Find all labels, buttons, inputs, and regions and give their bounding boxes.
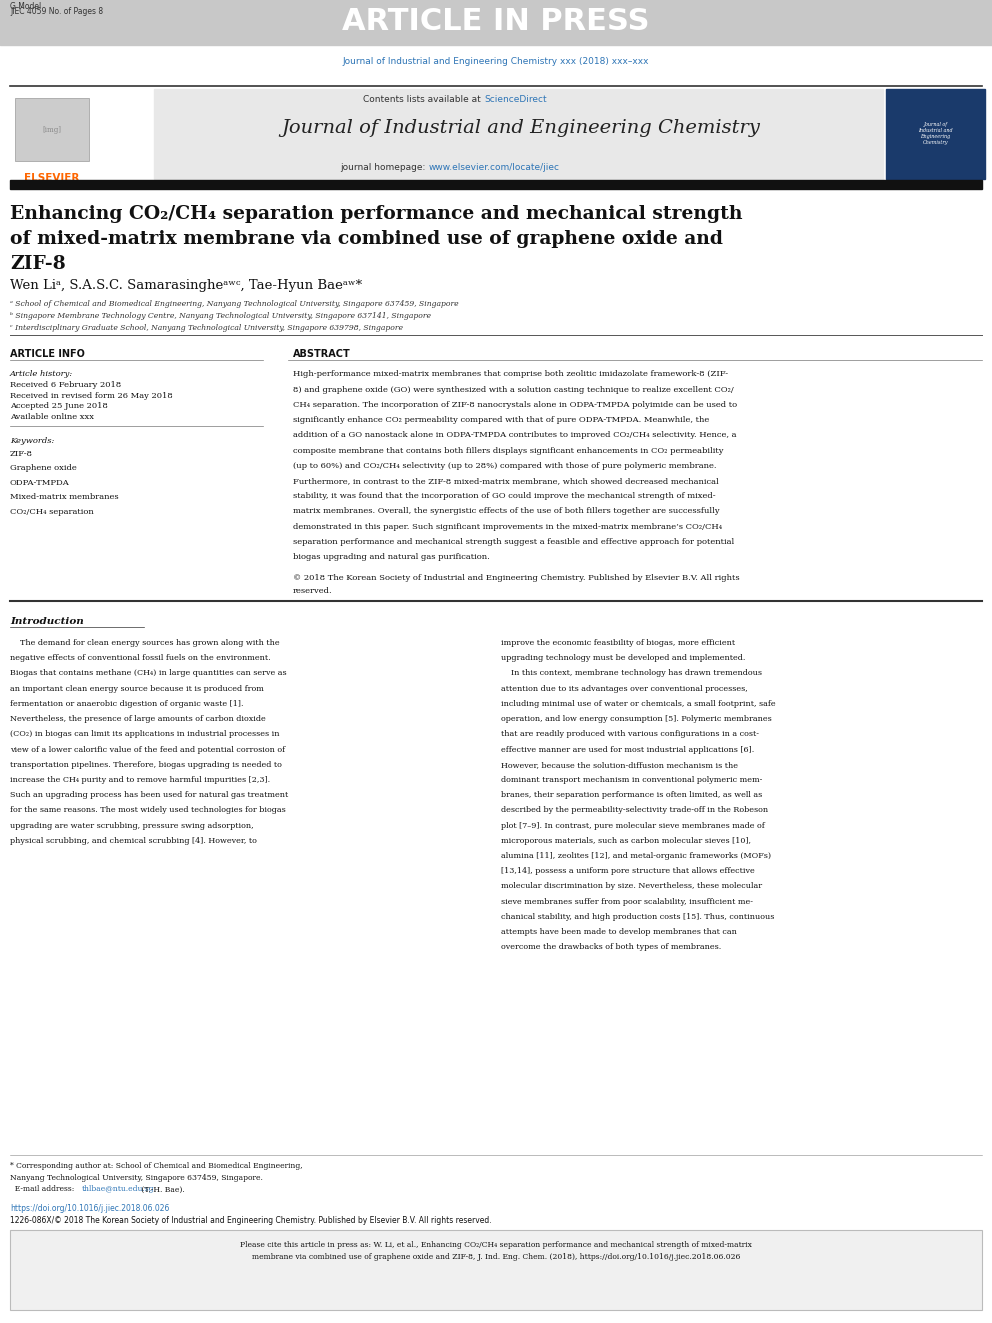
Text: operation, and low energy consumption [5]. Polymeric membranes: operation, and low energy consumption [5… (501, 714, 772, 724)
Text: described by the permeability-selectivity trade-off in the Robeson: described by the permeability-selectivit… (501, 806, 768, 815)
Text: In this context, membrane technology has drawn tremendous: In this context, membrane technology has… (501, 669, 762, 677)
Text: Received 6 February 2018: Received 6 February 2018 (10, 381, 121, 389)
Text: that are readily produced with various configurations in a cost-: that are readily produced with various c… (501, 730, 759, 738)
Text: addition of a GO nanostack alone in ODPA-TMPDA contributes to improved CO₂/CH₄ s: addition of a GO nanostack alone in ODPA… (293, 431, 736, 439)
Text: an important clean energy source because it is produced from: an important clean energy source because… (10, 684, 264, 693)
Text: Biogas that contains methane (CH₄) in large quantities can serve as: Biogas that contains methane (CH₄) in la… (10, 669, 287, 677)
Text: upgrading technology must be developed and implemented.: upgrading technology must be developed a… (501, 654, 745, 663)
Text: © 2018 The Korean Society of Industrial and Engineering Chemistry. Published by : © 2018 The Korean Society of Industrial … (293, 574, 739, 582)
Text: [img]: [img] (42, 126, 62, 134)
Text: overcome the drawbacks of both types of membranes.: overcome the drawbacks of both types of … (501, 943, 721, 951)
Text: Nanyang Technological University, Singapore 637459, Singapore.: Nanyang Technological University, Singap… (10, 1174, 263, 1181)
Text: improve the economic feasibility of biogas, more efficient: improve the economic feasibility of biog… (501, 639, 735, 647)
Text: for the same reasons. The most widely used technologies for biogas: for the same reasons. The most widely us… (10, 806, 286, 815)
Text: CH₄ separation. The incorporation of ZIF-8 nanocrystals alone in ODPA-TMPDA poly: CH₄ separation. The incorporation of ZIF… (293, 401, 737, 409)
Text: (T.-H. Bae).: (T.-H. Bae). (139, 1185, 185, 1193)
Text: composite membrane that contains both fillers displays significant enhancements : composite membrane that contains both fi… (293, 447, 723, 455)
Text: ᵃ School of Chemical and Biomedical Engineering, Nanyang Technological Universit: ᵃ School of Chemical and Biomedical Engi… (10, 300, 458, 308)
Text: G Model: G Model (10, 1, 42, 11)
Text: ARTICLE INFO: ARTICLE INFO (10, 349, 84, 360)
Text: ODPA-TMPDA: ODPA-TMPDA (10, 479, 69, 487)
Text: (up to 60%) and CO₂/CH₄ selectivity (up to 28%) compared with those of pure poly: (up to 60%) and CO₂/CH₄ selectivity (up … (293, 462, 716, 470)
Text: Article history:: Article history: (10, 370, 73, 378)
Text: Furthermore, in contrast to the ZIF-8 mixed-matrix membrane, which showed decrea: Furthermore, in contrast to the ZIF-8 mi… (293, 478, 718, 486)
Text: stability, it was found that the incorporation of GO could improve the mechanica: stability, it was found that the incorpo… (293, 492, 715, 500)
Text: Available online xxx: Available online xxx (10, 413, 94, 421)
Bar (15, 98, 89, 161)
Text: branes, their separation performance is often limited, as well as: branes, their separation performance is … (501, 791, 762, 799)
Text: However, because the solution-diffusion mechanism is the: However, because the solution-diffusion … (501, 761, 738, 769)
Text: transportation pipelines. Therefore, biogas upgrading is needed to: transportation pipelines. Therefore, bio… (10, 761, 282, 769)
Text: attempts have been made to develop membranes that can: attempts have been made to develop membr… (501, 929, 737, 937)
Bar (886, 89, 985, 179)
Text: ARTICLE IN PRESS: ARTICLE IN PRESS (342, 8, 650, 36)
Text: thlbae@ntu.edu.sg: thlbae@ntu.edu.sg (81, 1185, 154, 1193)
Bar (0, 0, 992, 45)
Text: (CO₂) in biogas can limit its applications in industrial processes in: (CO₂) in biogas can limit its applicatio… (10, 730, 280, 738)
Text: Journal of
Industrial and
Engineering
Chemistry: Journal of Industrial and Engineering Ch… (919, 123, 952, 144)
Text: www.elsevier.com/locate/jiec: www.elsevier.com/locate/jiec (429, 163, 559, 172)
Text: demonstrated in this paper. Such significant improvements in the mixed-matrix me: demonstrated in this paper. Such signifi… (293, 523, 722, 531)
Text: including minimal use of water or chemicals, a small footprint, safe: including minimal use of water or chemic… (501, 700, 776, 708)
Text: Contents lists available at: Contents lists available at (363, 95, 484, 105)
Text: biogas upgrading and natural gas purification.: biogas upgrading and natural gas purific… (293, 553, 489, 561)
Text: https://doi.org/10.1016/j.jiec.2018.06.026: https://doi.org/10.1016/j.jiec.2018.06.0… (10, 1204, 170, 1213)
Text: sieve membranes suffer from poor scalability, insufficient me-: sieve membranes suffer from poor scalabi… (501, 897, 753, 906)
Text: 1226-086X/© 2018 The Korean Society of Industrial and Engineering Chemistry. Pub: 1226-086X/© 2018 The Korean Society of I… (10, 1216, 492, 1225)
Text: of mixed-matrix membrane via combined use of graphene oxide and: of mixed-matrix membrane via combined us… (10, 230, 723, 249)
Text: membrane via combined use of graphene oxide and ZIF-8, J. Ind. Eng. Chem. (2018): membrane via combined use of graphene ox… (252, 1253, 740, 1261)
Text: [13,14], possess a uniform pore structure that allows effective: [13,14], possess a uniform pore structur… (501, 868, 755, 876)
Text: ZIF-8: ZIF-8 (10, 450, 33, 458)
Text: Journal of Industrial and Engineering Chemistry: Journal of Industrial and Engineering Ch… (282, 119, 760, 138)
Text: physical scrubbing, and chemical scrubbing [4]. However, to: physical scrubbing, and chemical scrubbi… (10, 836, 257, 845)
Text: attention due to its advantages over conventional processes,: attention due to its advantages over con… (501, 684, 748, 693)
Text: Please cite this article in press as: W. Li, et al., Enhancing CO₂/CH₄ separatio: Please cite this article in press as: W.… (240, 1241, 752, 1249)
Text: 8) and graphene oxide (GO) were synthesized with a solution casting technique to: 8) and graphene oxide (GO) were synthesi… (293, 386, 733, 394)
Text: reserved.: reserved. (293, 587, 332, 595)
Text: ZIF-8: ZIF-8 (10, 255, 65, 274)
Text: JIEC 4059 No. of Pages 8: JIEC 4059 No. of Pages 8 (10, 7, 103, 16)
FancyBboxPatch shape (10, 1230, 982, 1310)
Text: Keywords:: Keywords: (10, 437, 55, 445)
Text: dominant transport mechanism in conventional polymeric mem-: dominant transport mechanism in conventi… (501, 775, 762, 785)
Text: E-mail address:: E-mail address: (10, 1185, 76, 1193)
Bar (154, 89, 883, 179)
Text: * Corresponding author at: School of Chemical and Biomedical Engineering,: * Corresponding author at: School of Che… (10, 1162, 303, 1170)
Text: ᶜ Interdisciplinary Graduate School, Nanyang Technological University, Singapore: ᶜ Interdisciplinary Graduate School, Nan… (10, 324, 403, 332)
Text: ABSTRACT: ABSTRACT (293, 349, 350, 360)
Text: Wen Liᵃ, S.A.S.C. Samarasingheᵃʷᶜ, Tae-Hyun Baeᵃʷ*: Wen Liᵃ, S.A.S.C. Samarasingheᵃʷᶜ, Tae-H… (10, 279, 362, 292)
Text: chanical stability, and high production costs [15]. Thus, continuous: chanical stability, and high production … (501, 913, 775, 921)
Text: Such an upgrading process has been used for natural gas treatment: Such an upgrading process has been used … (10, 791, 288, 799)
Text: Accepted 25 June 2018: Accepted 25 June 2018 (10, 402, 108, 410)
Text: negative effects of conventional fossil fuels on the environment.: negative effects of conventional fossil … (10, 654, 271, 663)
Text: ELSEVIER: ELSEVIER (24, 173, 79, 184)
Text: upgrading are water scrubbing, pressure swing adsorption,: upgrading are water scrubbing, pressure … (10, 822, 254, 830)
Text: journal homepage:: journal homepage: (340, 163, 429, 172)
Text: CO₂/CH₄ separation: CO₂/CH₄ separation (10, 508, 93, 516)
Text: ScienceDirect: ScienceDirect (484, 95, 547, 105)
Text: High-performance mixed-matrix membranes that comprise both zeolitic imidazolate : High-performance mixed-matrix membranes … (293, 370, 728, 378)
Text: increase the CH₄ purity and to remove harmful impurities [2,3].: increase the CH₄ purity and to remove ha… (10, 775, 270, 785)
Text: microporous materials, such as carbon molecular sieves [10],: microporous materials, such as carbon mo… (501, 836, 751, 845)
Text: Nevertheless, the presence of large amounts of carbon dioxide: Nevertheless, the presence of large amou… (10, 714, 266, 724)
Text: ᵇ Singapore Membrane Technology Centre, Nanyang Technological University, Singap: ᵇ Singapore Membrane Technology Centre, … (10, 312, 431, 320)
Bar (10, 89, 151, 179)
Text: alumina [11], zeolites [12], and metal-organic frameworks (MOFs): alumina [11], zeolites [12], and metal-o… (501, 852, 771, 860)
Text: fermentation or anaerobic digestion of organic waste [1].: fermentation or anaerobic digestion of o… (10, 700, 243, 708)
Text: Mixed-matrix membranes: Mixed-matrix membranes (10, 493, 119, 501)
Bar (10, 180, 982, 189)
Text: Graphene oxide: Graphene oxide (10, 464, 76, 472)
Text: Introduction: Introduction (10, 617, 83, 626)
Text: The demand for clean energy sources has grown along with the: The demand for clean energy sources has … (10, 639, 280, 647)
Text: molecular discrimination by size. Nevertheless, these molecular: molecular discrimination by size. Nevert… (501, 882, 762, 890)
Text: Journal of Industrial and Engineering Chemistry xxx (2018) xxx–xxx: Journal of Industrial and Engineering Ch… (343, 57, 649, 66)
Text: plot [7–9]. In contrast, pure molecular sieve membranes made of: plot [7–9]. In contrast, pure molecular … (501, 822, 765, 830)
Text: separation performance and mechanical strength suggest a feasible and effective : separation performance and mechanical st… (293, 538, 734, 546)
Text: effective manner are used for most industrial applications [6].: effective manner are used for most indus… (501, 745, 754, 754)
Text: view of a lower calorific value of the feed and potential corrosion of: view of a lower calorific value of the f… (10, 745, 285, 754)
Text: significantly enhance CO₂ permeability compared with that of pure ODPA-TMPDA. Me: significantly enhance CO₂ permeability c… (293, 415, 709, 425)
Text: Enhancing CO₂/CH₄ separation performance and mechanical strength: Enhancing CO₂/CH₄ separation performance… (10, 205, 742, 224)
Text: Received in revised form 26 May 2018: Received in revised form 26 May 2018 (10, 392, 173, 400)
Text: matrix membranes. Overall, the synergistic effects of the use of both fillers to: matrix membranes. Overall, the synergist… (293, 508, 719, 516)
